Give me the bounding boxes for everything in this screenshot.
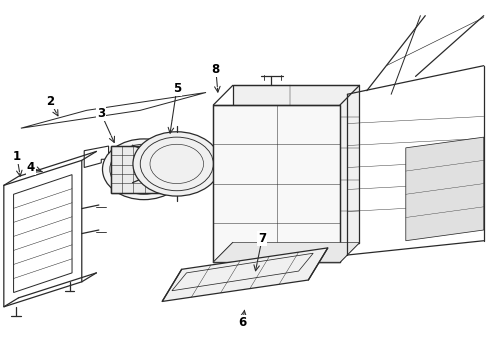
Polygon shape	[213, 105, 340, 262]
Text: 3: 3	[97, 107, 105, 120]
Polygon shape	[111, 146, 167, 193]
Circle shape	[133, 132, 220, 196]
Circle shape	[102, 139, 185, 200]
Text: 2: 2	[46, 95, 54, 108]
Polygon shape	[406, 137, 484, 241]
Polygon shape	[111, 146, 167, 193]
Polygon shape	[213, 243, 360, 262]
Text: 6: 6	[239, 316, 246, 329]
Text: 8: 8	[212, 63, 220, 76]
Polygon shape	[233, 85, 360, 243]
Text: 4: 4	[26, 161, 35, 174]
Text: 7: 7	[258, 233, 266, 246]
Text: 5: 5	[172, 82, 181, 95]
Polygon shape	[162, 248, 328, 301]
Text: 1: 1	[13, 150, 21, 163]
